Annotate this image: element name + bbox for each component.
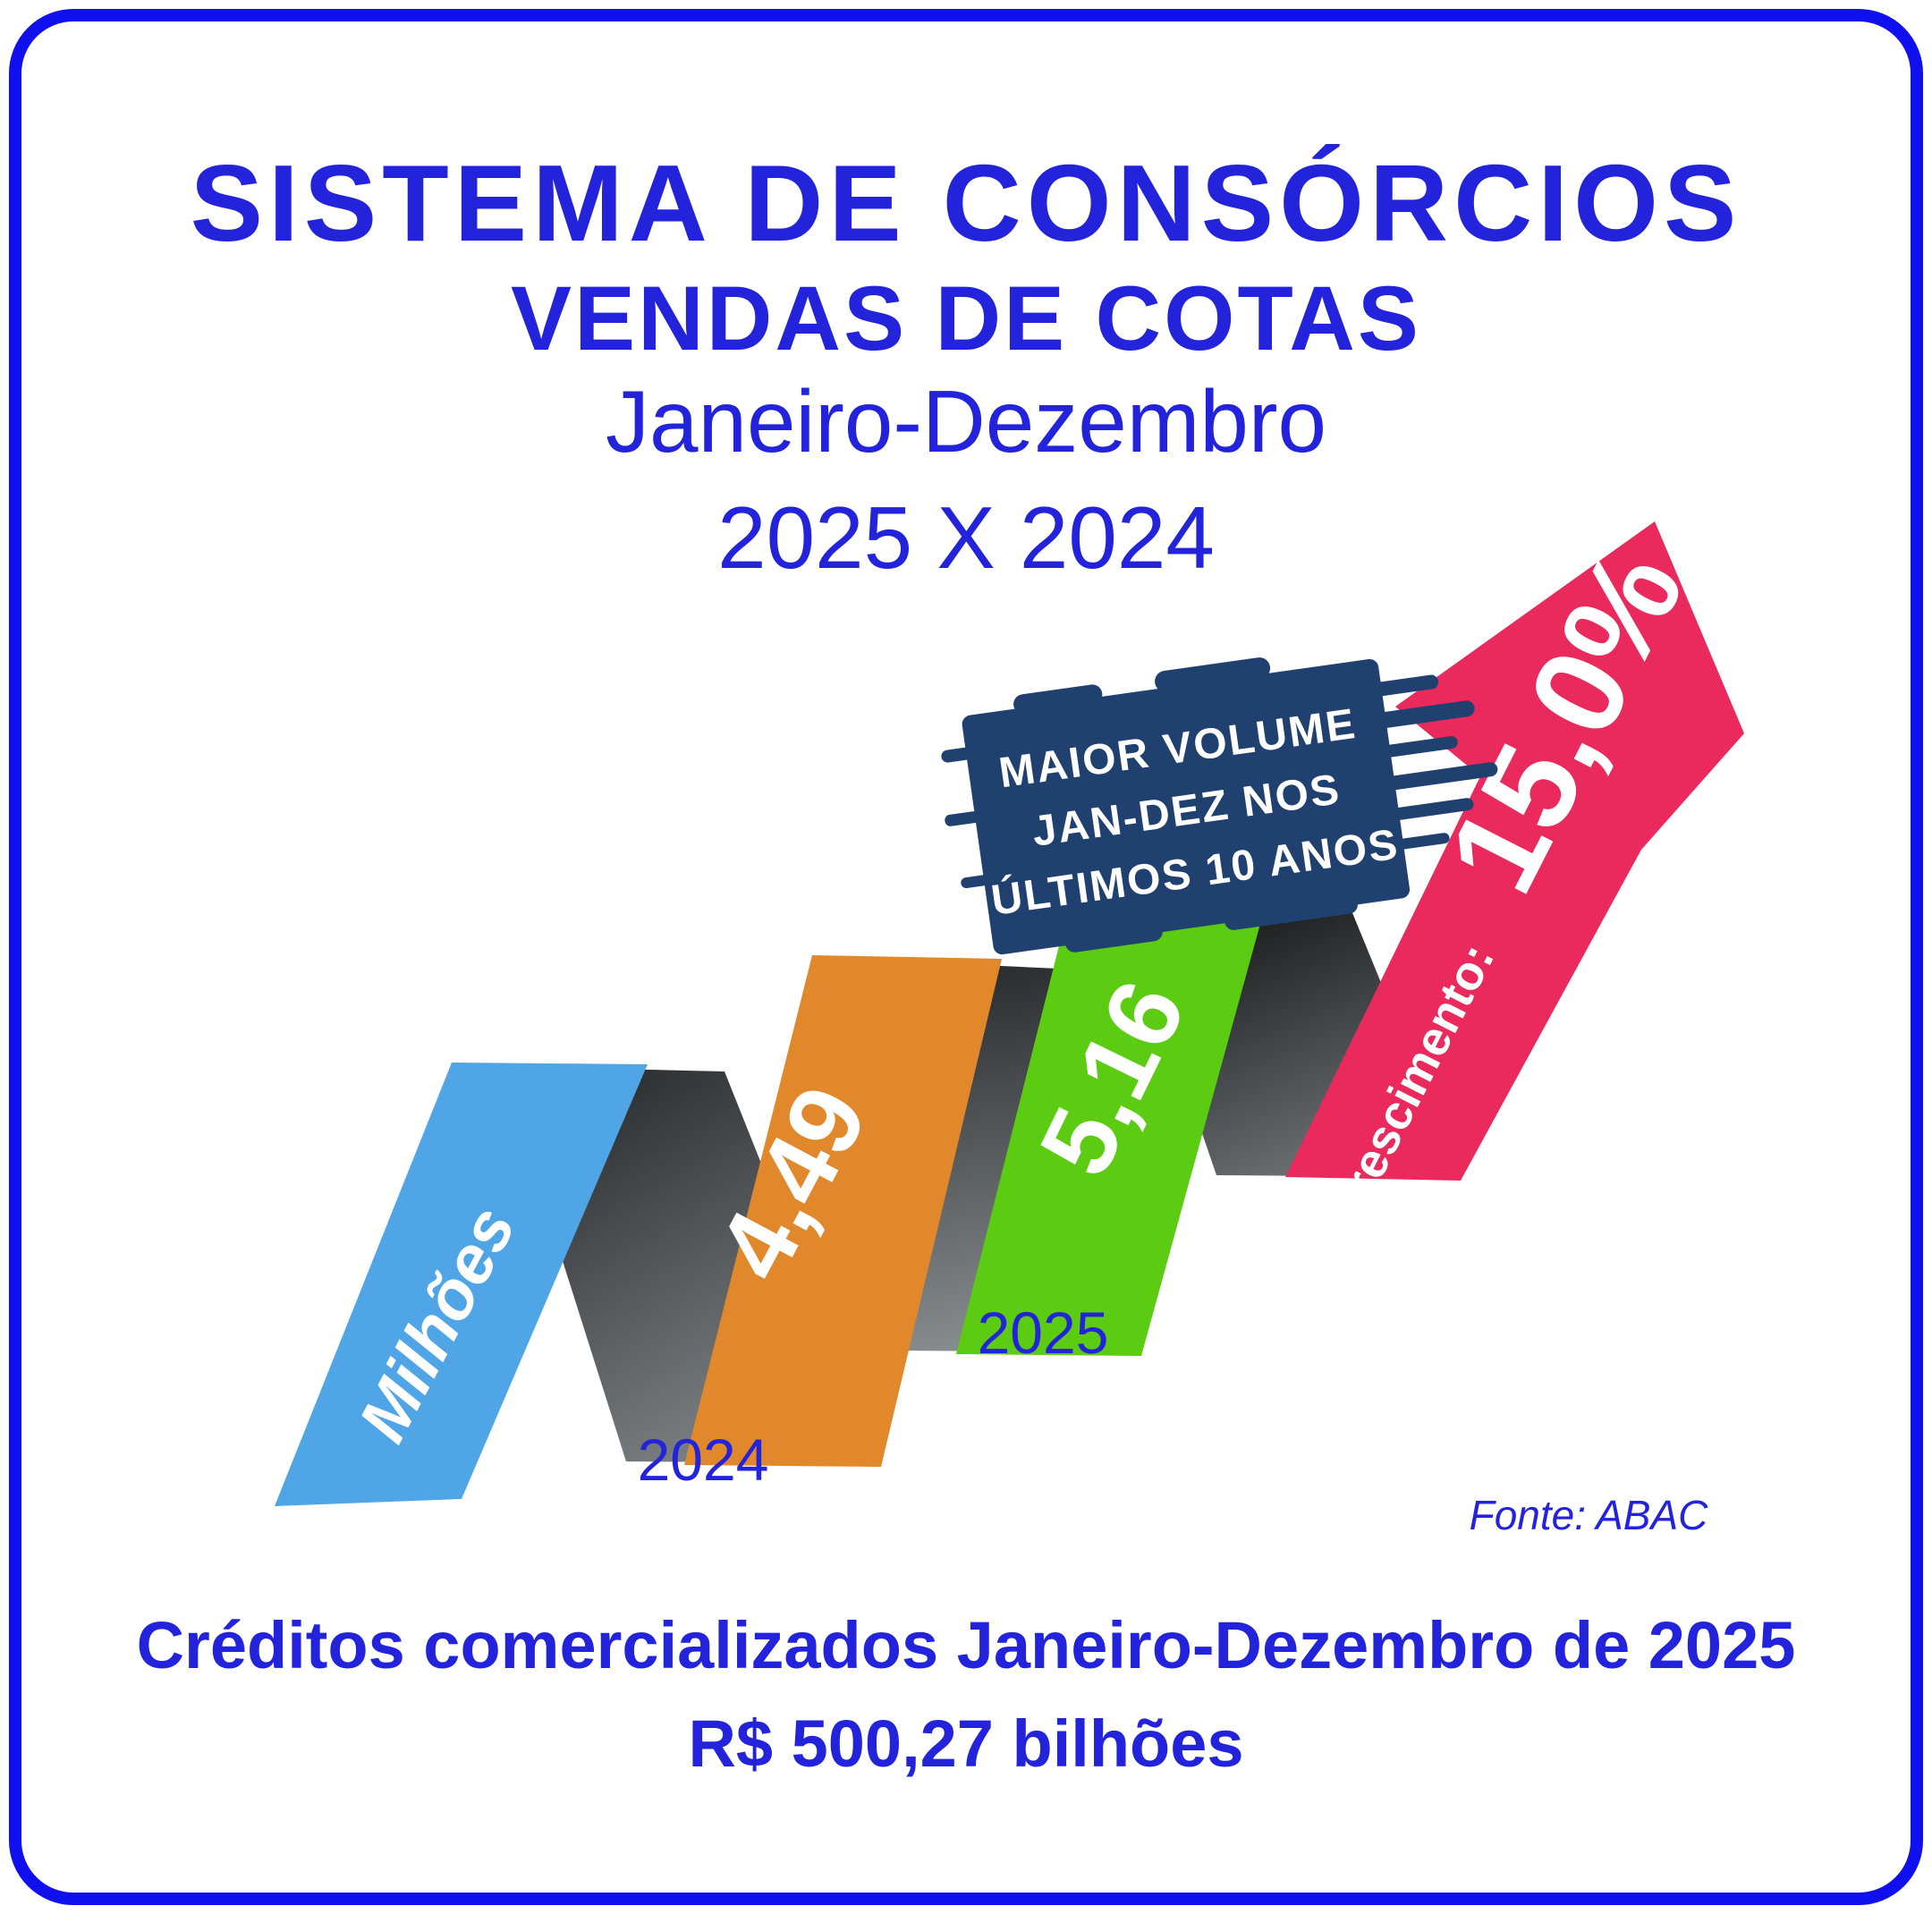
ribbon-segment-2024 bbox=[684, 955, 1002, 1467]
period-label: Janeiro-Dezembro bbox=[605, 372, 1327, 470]
footer-line-2: R$ 500,27 bilhões bbox=[688, 1707, 1244, 1781]
page-subtitle: VENDAS DE COTAS bbox=[511, 267, 1421, 369]
axis-label-2025: 2025 bbox=[977, 1300, 1109, 1366]
source-label: Fonte: ABAC bbox=[1469, 1492, 1708, 1538]
page-title: SISTEMA DE CONSÓRCIOS bbox=[190, 142, 1742, 264]
comparison-label: 2025 X 2024 bbox=[717, 488, 1215, 587]
axis-label-2024: 2024 bbox=[637, 1427, 769, 1493]
growth-arrow bbox=[1285, 521, 1744, 1181]
highlight-badge: MAIOR VOLUME JAN-DEZ NOS ÚLTIMOS 10 ANOS bbox=[941, 657, 1498, 955]
ribbon-segment-2025 bbox=[956, 885, 1270, 1356]
footer-line-1: Créditos comercializados Janeiro-Dezembr… bbox=[136, 1608, 1796, 1682]
ribbon-segment-start bbox=[275, 1063, 648, 1506]
footer: Créditos comercializados Janeiro-Dezembr… bbox=[0, 1596, 1932, 1793]
